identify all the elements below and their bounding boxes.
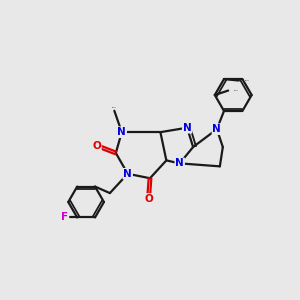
Text: methyl: methyl — [112, 107, 117, 108]
Text: methyl: methyl — [113, 103, 118, 105]
Text: N: N — [212, 124, 221, 134]
Text: N: N — [175, 158, 184, 168]
Text: methyl: methyl — [234, 90, 239, 91]
Text: F: F — [61, 212, 68, 223]
Text: N: N — [123, 169, 132, 179]
Text: N: N — [183, 123, 191, 133]
Text: methyl: methyl — [245, 80, 250, 81]
Text: O: O — [92, 140, 101, 151]
Text: N: N — [117, 127, 126, 137]
Text: O: O — [144, 194, 153, 204]
